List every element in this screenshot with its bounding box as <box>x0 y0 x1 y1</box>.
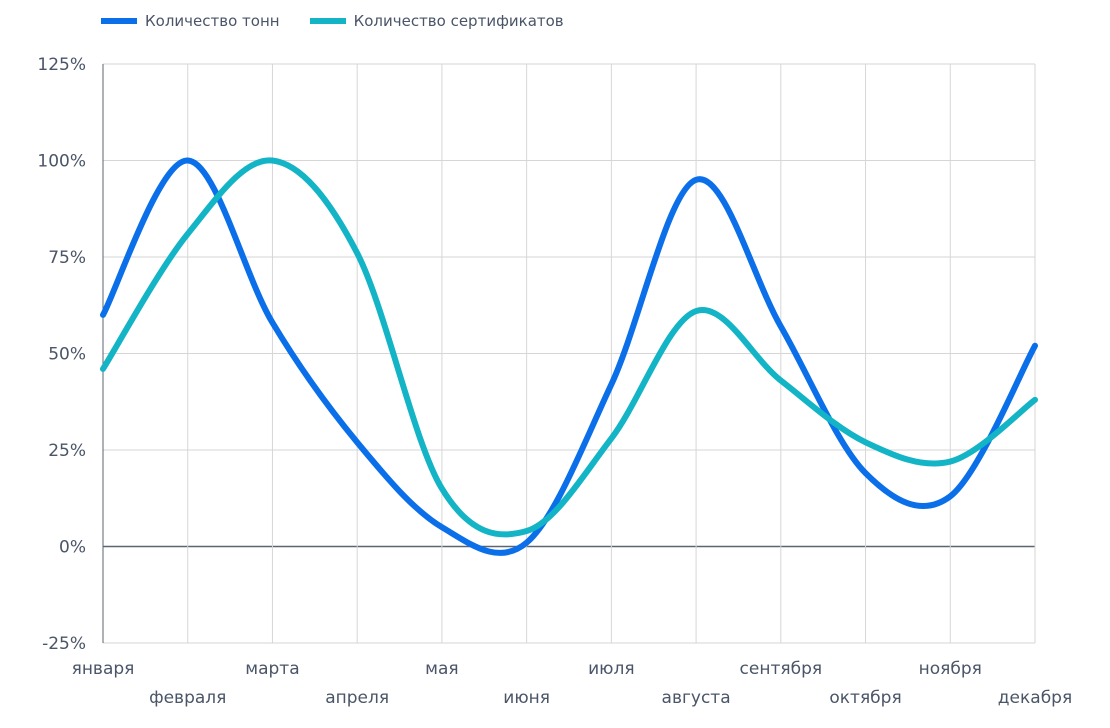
y-tick-label: 50% <box>48 345 86 365</box>
series-line-tonnes <box>100 157 1038 556</box>
legend-swatch <box>101 18 137 24</box>
legend-label: Количество сертификатов <box>353 12 564 30</box>
y-tick-label: -25% <box>42 634 86 654</box>
y-tick-label: 125% <box>37 55 86 75</box>
x-tick-label: декабря <box>998 688 1072 708</box>
x-tick-label: октября <box>829 688 901 708</box>
x-tick-label: мая <box>425 659 458 679</box>
legend-label: Количество тонн <box>145 12 280 30</box>
x-tick-label: августа <box>662 688 731 708</box>
y-tick-label: 25% <box>48 441 86 461</box>
x-tick-label: апреля <box>325 688 389 708</box>
legend-item-tonnes[interactable]: Количество тонн <box>101 12 280 30</box>
x-tick-label: февраля <box>149 688 226 708</box>
x-tick-label: июля <box>588 659 634 679</box>
x-tick-label: сентября <box>740 659 823 679</box>
legend: Количество тонн Количество сертификатов <box>101 12 564 30</box>
y-tick-label: 75% <box>48 248 86 268</box>
y-tick-label: 0% <box>59 538 86 558</box>
x-tick-label: марта <box>245 659 299 679</box>
x-tick-label: января <box>72 659 135 679</box>
y-tick-label: 100% <box>37 152 86 172</box>
x-tick-label: июня <box>503 688 550 708</box>
legend-item-certificates[interactable]: Количество сертификатов <box>309 12 564 30</box>
series-line-certificates <box>100 157 1038 538</box>
legend-swatch <box>309 18 346 24</box>
x-tick-label: ноября <box>919 659 982 679</box>
